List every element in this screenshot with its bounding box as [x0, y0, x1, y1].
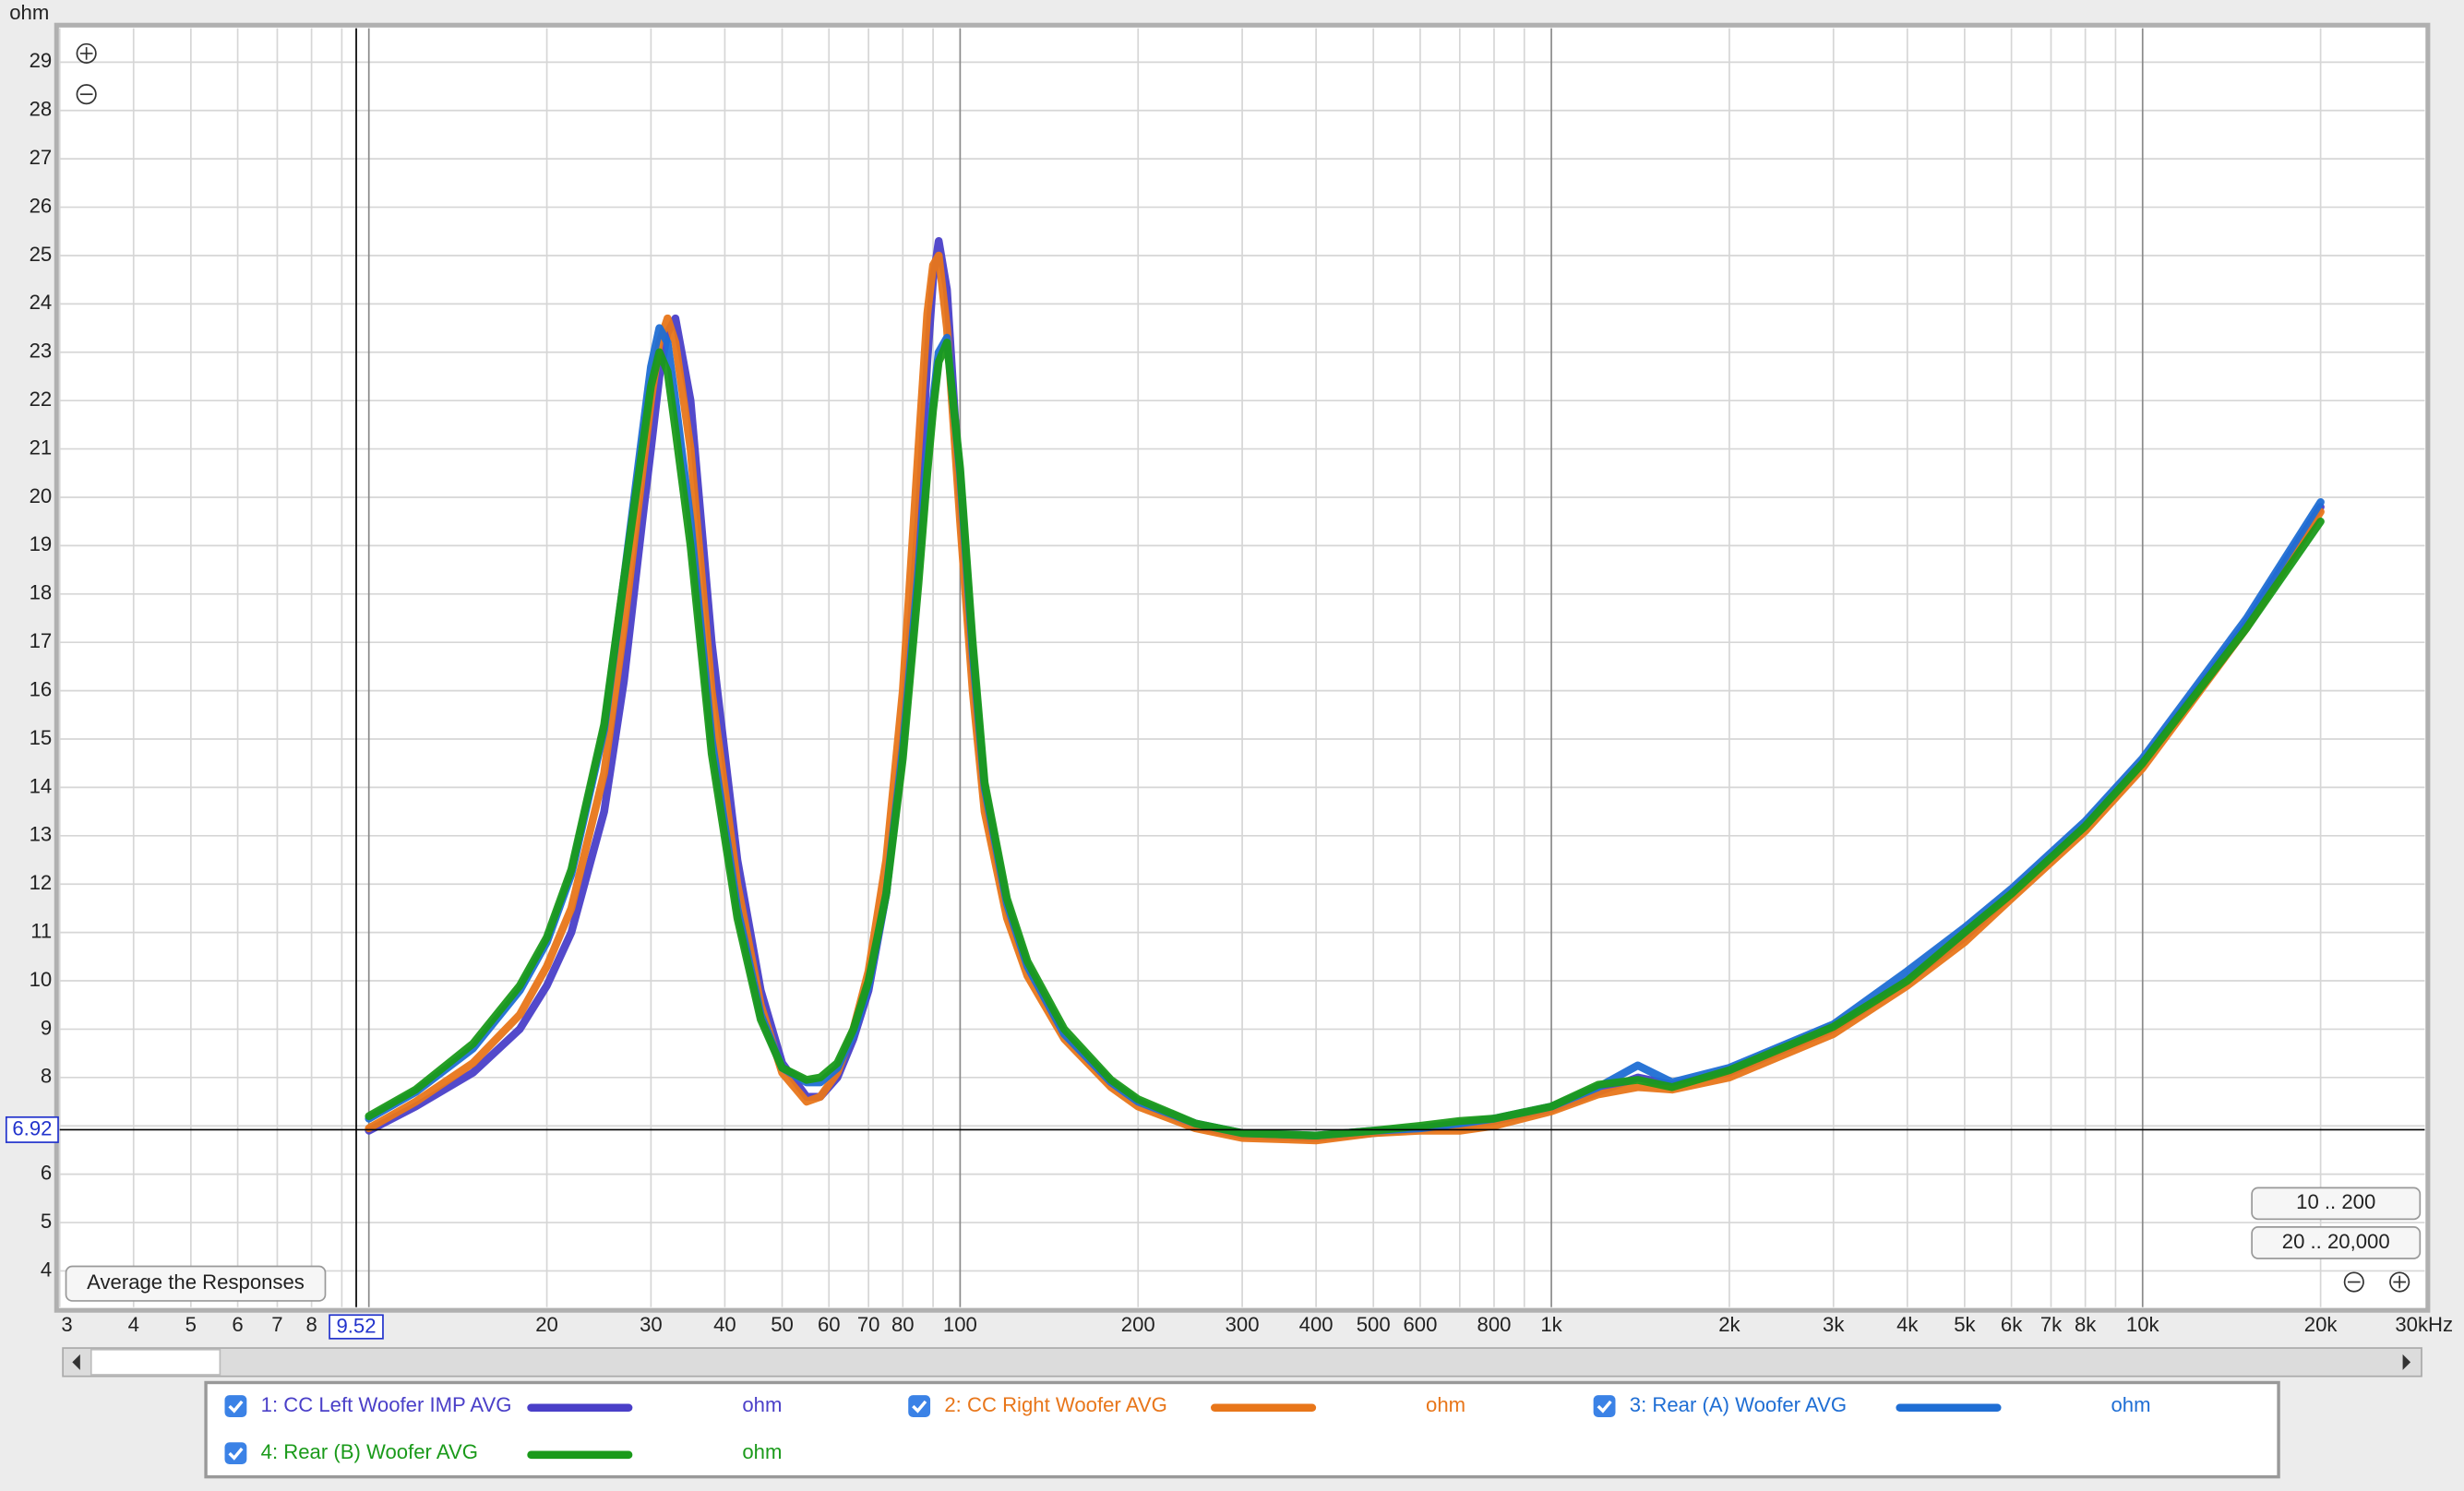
- y-unit-label: ohm: [9, 1, 49, 24]
- x-tick-label: 600: [1403, 1313, 1437, 1336]
- y-tick-label: 9: [41, 1016, 52, 1039]
- x-tick-label: 3k: [1823, 1313, 1845, 1336]
- range-button[interactable]: [2251, 1226, 2422, 1259]
- legend-label: 2: CC Right Woofer AVG: [944, 1393, 1166, 1416]
- y-tick-label: 20: [30, 484, 53, 507]
- x-tick-label: 800: [1477, 1313, 1512, 1336]
- button-label: 20 .. 20,000: [2282, 1230, 2390, 1253]
- y-tick-label: 10: [30, 968, 53, 991]
- legend-unit: ohm: [1426, 1393, 1465, 1416]
- legend-checkbox[interactable]: [1593, 1395, 1616, 1417]
- button-label: Average the Responses: [87, 1270, 305, 1294]
- x-tick-label: 5: [185, 1313, 197, 1336]
- legend-unit: ohm: [742, 1393, 782, 1416]
- y-tick-label: 13: [30, 823, 53, 846]
- x-tick-label: 6k: [2001, 1313, 2023, 1336]
- button-label: 10 .. 200: [2296, 1190, 2375, 1213]
- x-tick-label: 500: [1357, 1313, 1391, 1336]
- x-tick-label: 70: [857, 1313, 880, 1336]
- y-tick-label: 22: [30, 388, 53, 411]
- y-tick-label: 16: [30, 677, 53, 700]
- legend-unit: ohm: [742, 1440, 782, 1463]
- scrollbar[interactable]: [62, 1347, 2422, 1378]
- legend-unit: ohm: [2111, 1393, 2150, 1416]
- x-tick-label: 6: [232, 1313, 243, 1336]
- y-tick-label: 17: [30, 629, 53, 652]
- x-tick-label: 7: [271, 1313, 282, 1336]
- y-tick-label: 27: [30, 146, 53, 169]
- y-tick-label: 8: [41, 1065, 52, 1088]
- x-tick-label: 2k: [1718, 1313, 1740, 1336]
- y-tick-label: 28: [30, 98, 53, 121]
- zoom-controls[interactable]: [76, 42, 2410, 1293]
- x-tick-label: 30: [640, 1313, 663, 1336]
- legend-entries: 1: CC Left Woofer IMP AVG ohm 2: CC Right …: [224, 1393, 2151, 1465]
- y-tick-label: 29: [30, 49, 53, 72]
- legend-label: 3: Rear (A) Woofer AVG: [1630, 1393, 1847, 1416]
- checkmark: [1597, 1400, 1612, 1413]
- y-tick-label: 14: [30, 774, 53, 797]
- legend-checkbox[interactable]: [224, 1442, 247, 1465]
- x-tick-label: 4: [128, 1313, 139, 1336]
- legend-label: 4: Rear (B) Woofer AVG: [261, 1440, 478, 1463]
- zoom-in-x[interactable]: [2389, 1271, 2410, 1293]
- x-tick-label: 20k: [2304, 1313, 2338, 1336]
- x-tick-label: 8k: [2075, 1313, 2097, 1336]
- y-tick-label: 18: [30, 581, 53, 604]
- average-button[interactable]: [65, 1265, 327, 1302]
- y-tick-label: 23: [30, 340, 53, 363]
- zoom-in-icon: [2393, 1275, 2406, 1289]
- x-tick-label: 400: [1299, 1313, 1334, 1336]
- range-button[interactable]: [2251, 1187, 2422, 1221]
- x-tick-label: 1k: [1540, 1313, 1562, 1336]
- x-tick-label: 50: [771, 1313, 794, 1336]
- x-tick-label: 3: [61, 1313, 72, 1336]
- scroll-thumb[interactable]: [90, 1348, 221, 1376]
- legend-checkbox[interactable]: [224, 1395, 247, 1417]
- y-tick-label: 15: [30, 726, 53, 749]
- y-tick-label: 19: [30, 532, 53, 555]
- legend-checkbox[interactable]: [908, 1395, 931, 1417]
- zoom-in-icon: [79, 47, 93, 60]
- x-tick-label: 7k: [2040, 1313, 2063, 1336]
- x-tick-label: 10k: [2126, 1313, 2160, 1336]
- zoom-out-x[interactable]: [2343, 1271, 2364, 1293]
- y-tick-label: 6: [41, 1161, 52, 1184]
- y-tick-label: 25: [30, 243, 53, 266]
- legend-label: 1: CC Left Woofer IMP AVG: [261, 1393, 512, 1416]
- y-tick-label: 11: [30, 919, 52, 942]
- x-tick-label: 20: [535, 1313, 558, 1336]
- x-tick-label: 100: [943, 1313, 977, 1336]
- plot-area: 4567891011121314151617181920212223242526…: [5, 28, 2453, 1340]
- cursor-y-box: [5, 1115, 59, 1143]
- y-tick-label: 4: [41, 1258, 52, 1281]
- zoom-out-y[interactable]: [76, 84, 97, 105]
- y-tick-label: 12: [30, 871, 53, 894]
- x-tick-label: 60: [818, 1313, 841, 1336]
- cursor-y-label: 6.92: [12, 1116, 52, 1139]
- x-tick-label: 200: [1121, 1313, 1155, 1336]
- x-tick-label: 4k: [1896, 1313, 1919, 1336]
- x-tick-label: 5k: [1954, 1313, 1976, 1336]
- x-tick-label: 30kHz: [2395, 1313, 2453, 1336]
- checkmark: [228, 1447, 244, 1461]
- y-tick-label: 21: [30, 435, 53, 459]
- y-tick-label: 24: [30, 291, 53, 314]
- x-tick-label: 300: [1226, 1313, 1260, 1336]
- checkmark: [228, 1400, 244, 1413]
- cursor-x-label: 9.52: [336, 1315, 376, 1338]
- cursor-x-box: [329, 1314, 384, 1340]
- legend: [204, 1380, 2280, 1479]
- x-tick-label: 40: [713, 1313, 736, 1336]
- checkmark: [912, 1400, 927, 1413]
- x-tick-label: 80: [891, 1313, 915, 1336]
- y-tick-label: 26: [30, 194, 53, 217]
- x-tick-label: 8: [305, 1313, 317, 1336]
- y-tick-label: 5: [41, 1210, 52, 1233]
- series-line: [365, 339, 2325, 1139]
- zoom-in-y[interactable]: [76, 42, 97, 64]
